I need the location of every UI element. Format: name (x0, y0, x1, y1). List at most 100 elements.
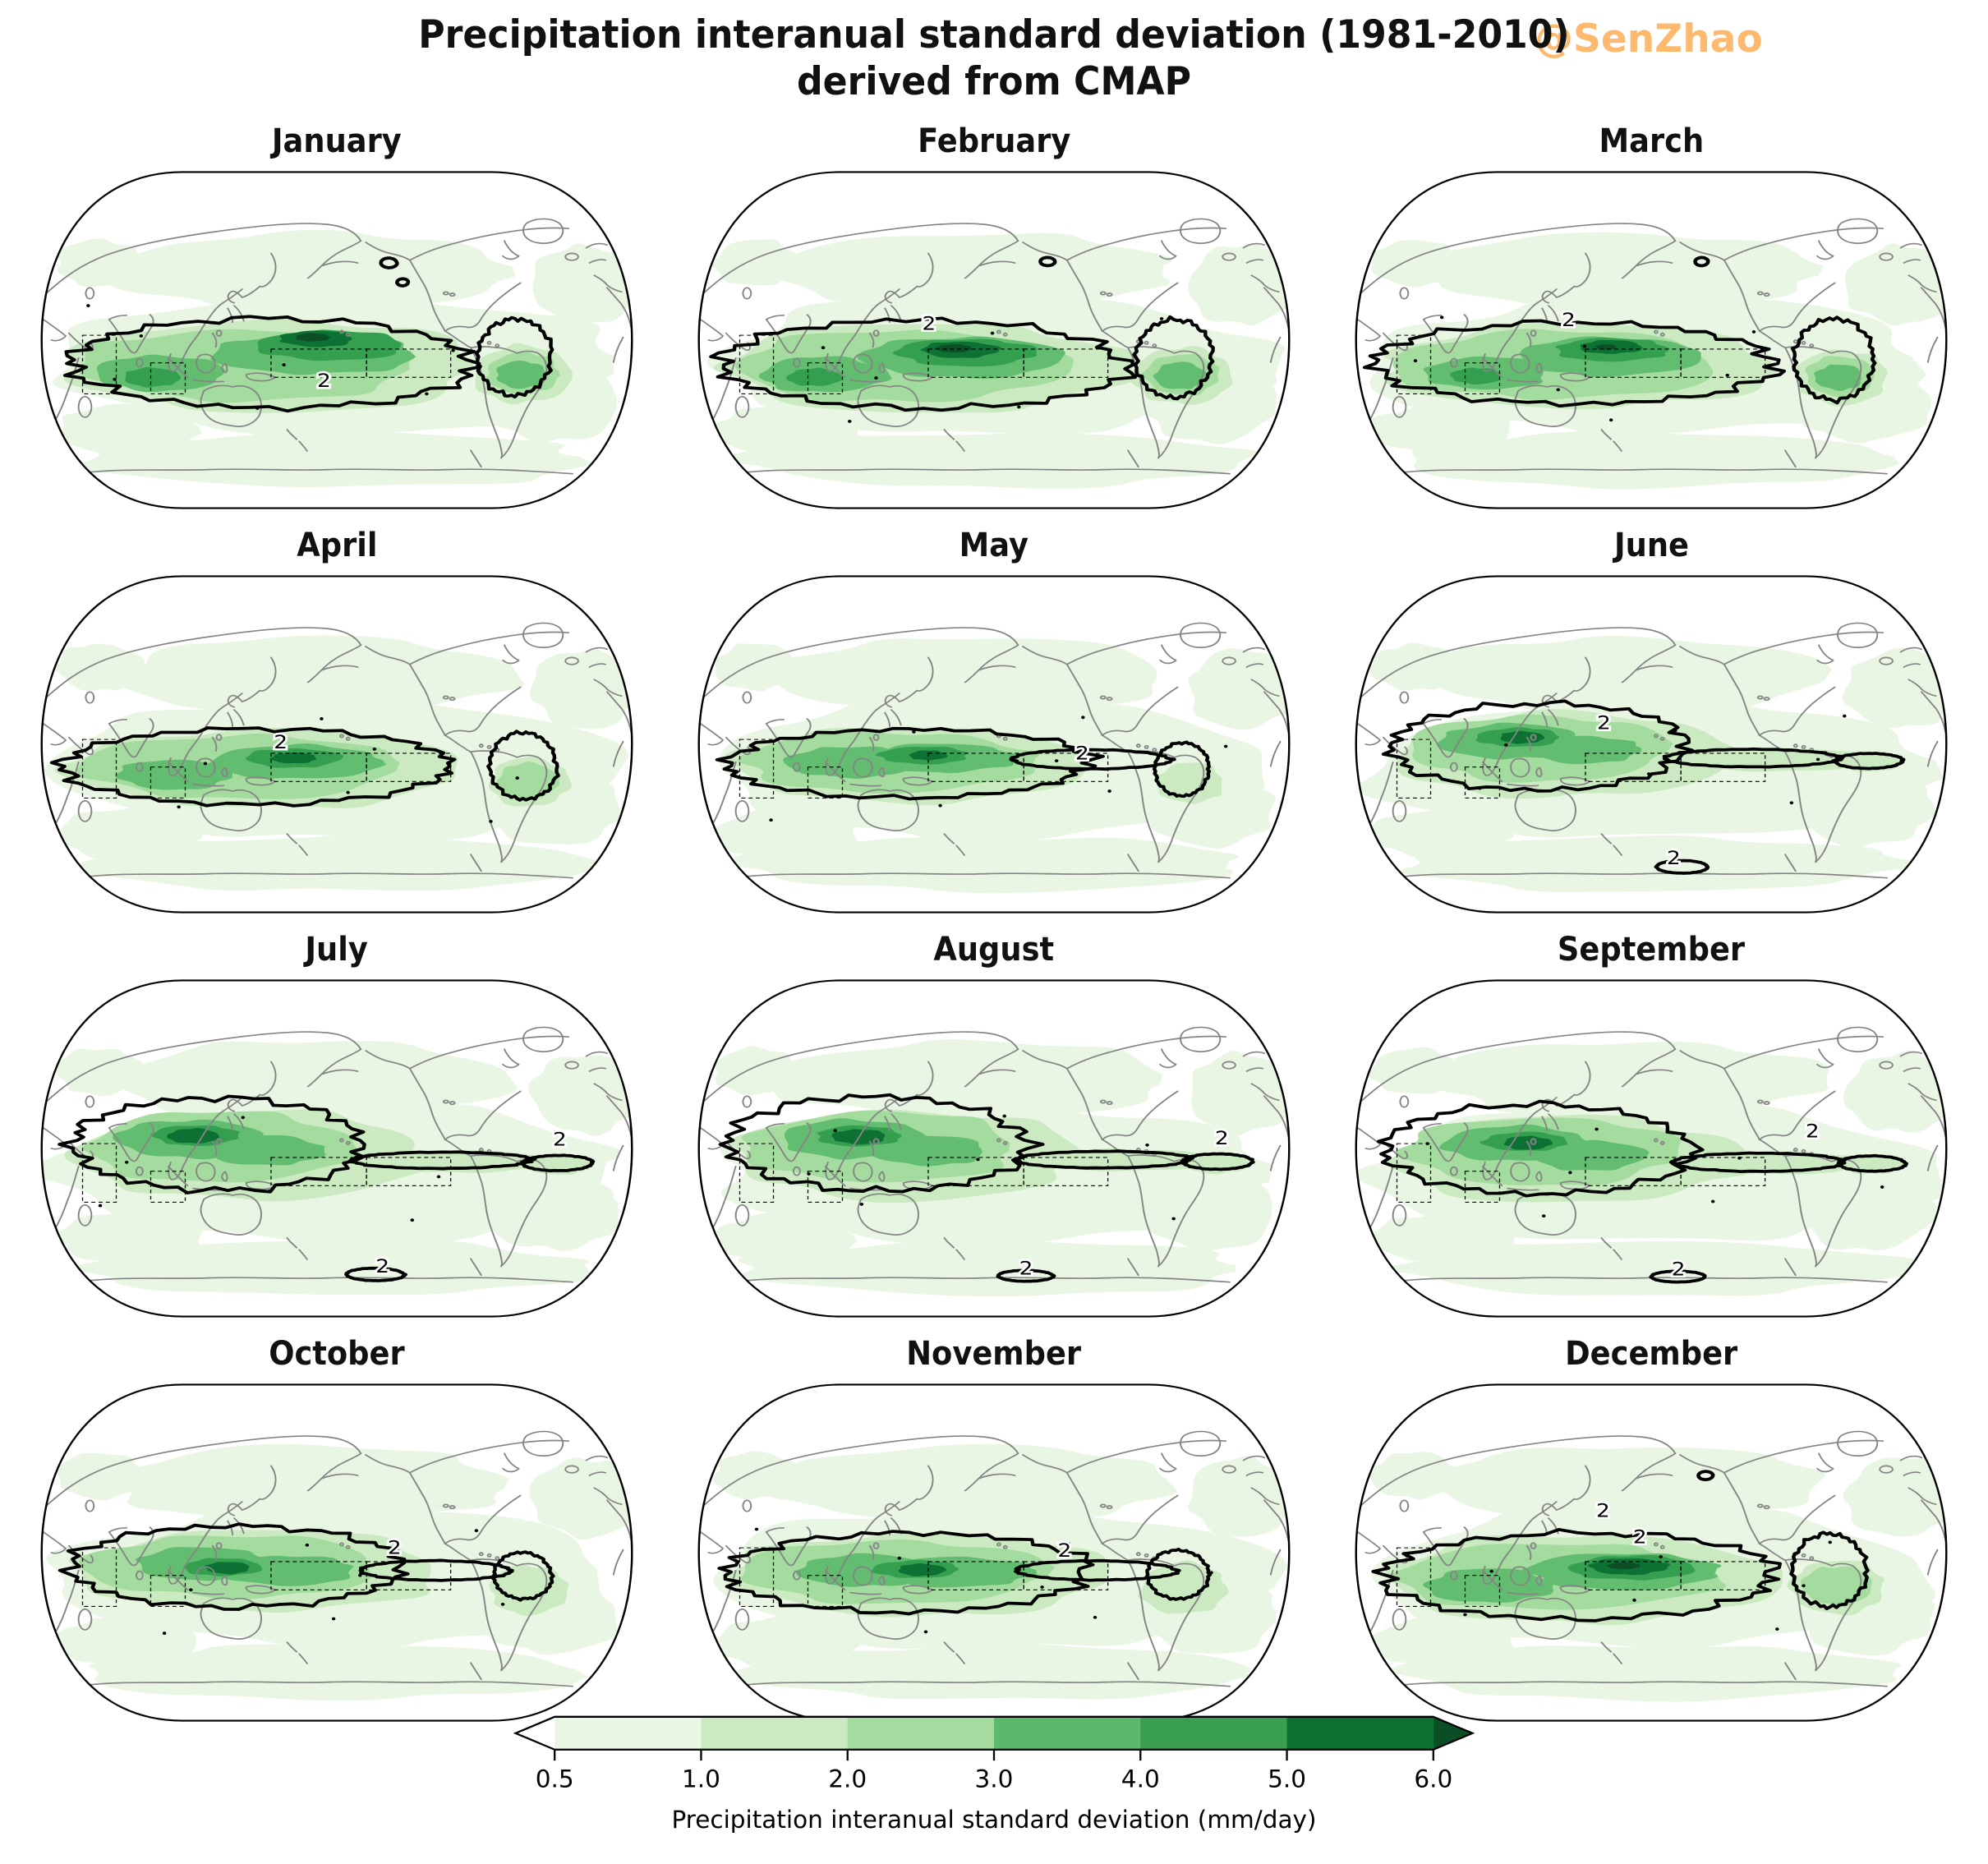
contour-speck (1815, 757, 1820, 762)
nino-box (366, 348, 452, 378)
contour-2 (1376, 1099, 1908, 1284)
contour-speck (1439, 315, 1444, 320)
contour-speck (1710, 1199, 1715, 1204)
month-panel: June 2 2 (1346, 527, 1956, 923)
dashed-region-boxes (739, 1143, 1109, 1203)
map-content: 2 (1355, 172, 1947, 509)
nino-box (807, 766, 844, 799)
dashed-region-boxes (81, 1547, 452, 1607)
nino-box (366, 1561, 452, 1590)
nino-box (807, 1171, 844, 1203)
map-border (1355, 1383, 1948, 1722)
colorbar-segment (701, 1716, 849, 1750)
colorbar-svg: 0.5 1.0 2.0 3.0 4.0 5.0 6.0 Precipitation inter… (513, 1715, 1475, 1834)
nino-box (366, 1157, 452, 1186)
contour-speck (1477, 786, 1482, 790)
contour-speck (990, 331, 995, 335)
month-panel: February 2 (689, 123, 1299, 519)
nino-box (150, 766, 186, 799)
map-content: 22 (41, 980, 633, 1317)
coastlines (699, 622, 1290, 879)
map-content: 22 (1355, 980, 1947, 1317)
figure-title-line2: derived from CMAP (796, 59, 1192, 105)
nino-box (739, 1143, 775, 1203)
contour-speck (1582, 344, 1587, 348)
contour-speck (754, 1527, 759, 1531)
contour-label: 2 (553, 1128, 567, 1150)
contour-speck (1632, 1598, 1636, 1602)
colorbar-under-arrow (515, 1716, 555, 1750)
map-content: 2 (698, 576, 1290, 913)
contour-speck (1463, 1613, 1467, 1617)
contour-speck (848, 420, 852, 423)
panels-grid: January 2 February 2 March 2 April 2 May 2 June 2 2 J… (8, 123, 1980, 1732)
colorbar-tick-label: 0.5 (536, 1765, 574, 1793)
colorbar-tick-label: 4.0 (1121, 1765, 1160, 1793)
colorbar-segment (847, 1716, 995, 1750)
contour-speck (1040, 1585, 1044, 1589)
contour-label: 2 (1633, 1526, 1647, 1548)
contour-speck (320, 717, 324, 720)
world-map-svg: 2 (40, 1383, 633, 1722)
contour-speck (1223, 744, 1228, 748)
colorbar-over-arrow (1433, 1716, 1473, 1750)
map-content: 2 (698, 172, 1290, 509)
nino-box (1464, 766, 1501, 799)
coastlines (42, 1026, 633, 1283)
figure-title-line1: Precipitation interanual standard deviat… (418, 12, 1570, 58)
contour-speck (1880, 1185, 1884, 1189)
contour-speck (553, 1130, 557, 1134)
contour-speck (1751, 330, 1756, 334)
map-border (697, 171, 1291, 509)
month-title: September (1557, 931, 1746, 969)
month-title: July (305, 931, 369, 969)
contour-speck (1002, 1114, 1006, 1118)
contour-label: 2 (1597, 711, 1611, 734)
month-title: June (1613, 527, 1689, 564)
precip-shading (1357, 635, 1947, 892)
map-border (40, 979, 633, 1318)
nino-box (366, 753, 452, 782)
map-border (1355, 171, 1948, 509)
contour-speck (1659, 1555, 1663, 1558)
contour-speck (1789, 801, 1794, 805)
nino-box (1680, 348, 1766, 378)
contour-speck (1425, 1142, 1429, 1146)
contour-speck (769, 818, 773, 822)
contour-speck (912, 729, 916, 734)
contour-speck (938, 803, 942, 808)
colorbar-tick-label: 6.0 (1414, 1765, 1452, 1793)
contour-speck (515, 776, 519, 780)
contour-speck (1504, 743, 1508, 747)
contour-speck (1775, 1627, 1779, 1631)
nino-box (1396, 1143, 1432, 1203)
nino-box (1023, 753, 1109, 782)
nino-box (739, 1547, 775, 1607)
map-border (40, 575, 633, 914)
world-map-svg: 2 (40, 575, 633, 914)
month-title: February (917, 122, 1071, 160)
month-title: August (933, 931, 1055, 969)
contour-speck (1568, 1171, 1572, 1175)
nino-box (807, 1575, 844, 1607)
month-title: April (296, 527, 378, 564)
contour-label: 2 (317, 370, 331, 392)
contour-speck (976, 1158, 980, 1162)
contour-speck (1608, 418, 1613, 422)
contour-speck (859, 1202, 864, 1206)
contour-2 (1381, 699, 1906, 875)
nino-box (739, 739, 775, 799)
contour-label: 2 (1806, 1120, 1820, 1142)
contour-speck (282, 363, 286, 367)
figure-title: Precipitation interanual standard deviat… (0, 12, 1988, 106)
map-content: 2 (41, 1384, 633, 1721)
colorbar-tick-label: 3.0 (975, 1765, 1014, 1793)
contour-speck (474, 1529, 479, 1533)
precip-shading (45, 635, 633, 891)
contour-2 (1362, 255, 1877, 422)
contour-speck (1145, 1143, 1149, 1147)
colorbar-tick-label: 1.0 (682, 1765, 720, 1793)
contour-speck (1066, 1542, 1071, 1546)
precip-shading (711, 638, 1290, 894)
map-border (697, 979, 1291, 1318)
